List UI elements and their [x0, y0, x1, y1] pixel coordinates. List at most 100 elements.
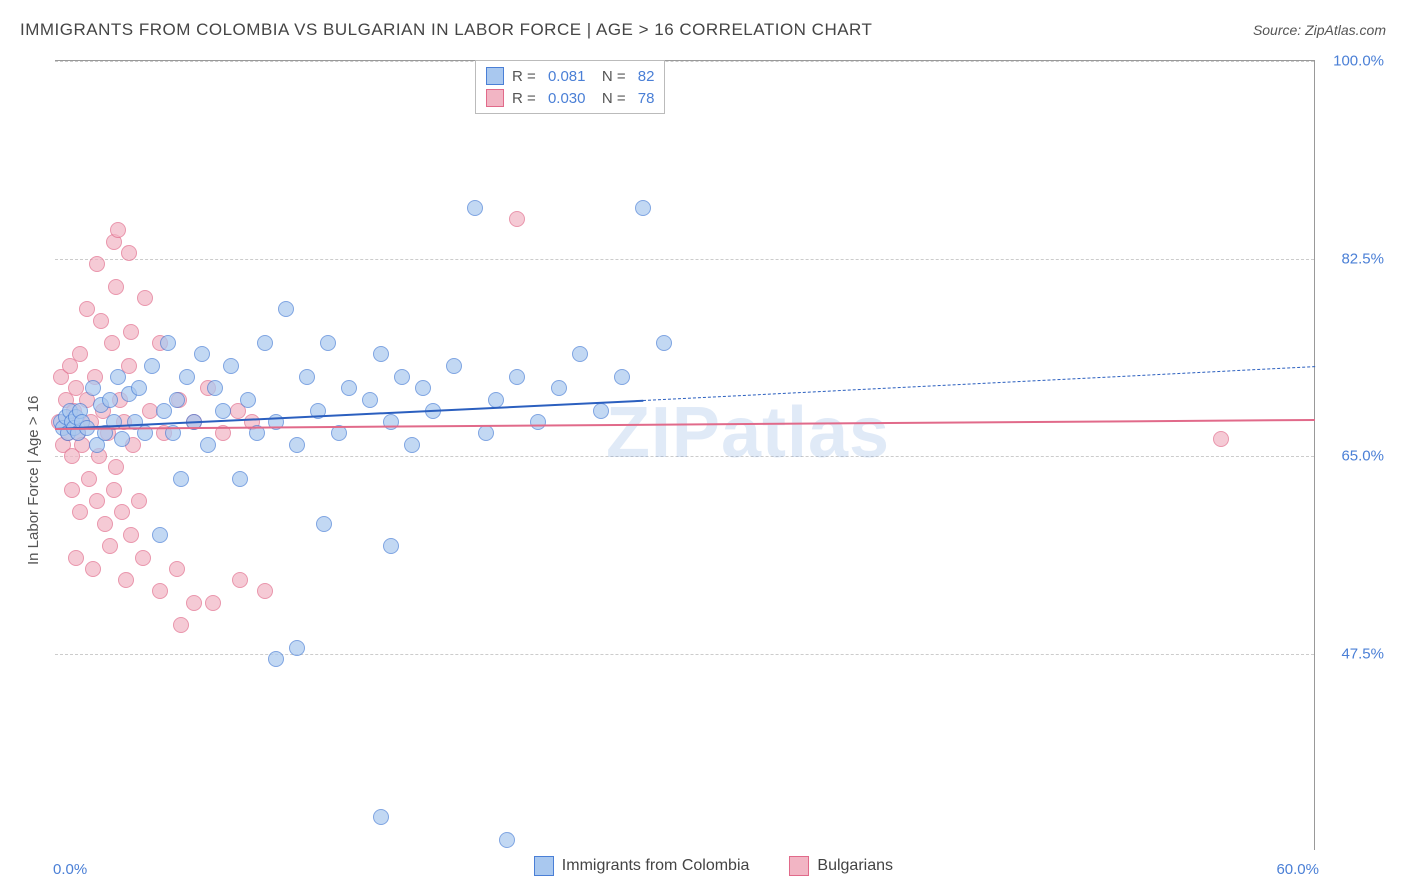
data-point-bulgaria [64, 482, 80, 498]
data-point-colombia [299, 369, 315, 385]
data-point-colombia [530, 414, 546, 430]
y-tick-label: 47.5% [1324, 645, 1384, 662]
data-point-colombia [362, 392, 378, 408]
data-point-colombia [194, 346, 210, 362]
gridline [55, 456, 1314, 457]
data-point-colombia [373, 809, 389, 825]
data-point-bulgaria [118, 572, 134, 588]
data-point-colombia [215, 403, 231, 419]
legend-n-label: N = [593, 90, 629, 107]
data-point-colombia [383, 414, 399, 430]
data-point-bulgaria [85, 561, 101, 577]
legend-swatch-colombia [534, 856, 554, 876]
data-point-colombia [316, 516, 332, 532]
data-point-colombia [572, 346, 588, 362]
data-point-colombia [223, 358, 239, 374]
data-point-colombia [179, 369, 195, 385]
data-point-bulgaria [123, 324, 139, 340]
legend-row-colombia: R = 0.081 N = 82 [486, 65, 654, 87]
trend-line [643, 366, 1315, 401]
data-point-colombia [257, 335, 273, 351]
data-point-bulgaria [81, 471, 97, 487]
data-point-colombia [173, 471, 189, 487]
data-point-bulgaria [89, 256, 105, 272]
data-point-bulgaria [72, 504, 88, 520]
gridline [55, 654, 1314, 655]
data-point-colombia [278, 301, 294, 317]
data-point-colombia [114, 431, 130, 447]
data-point-bulgaria [123, 527, 139, 543]
data-point-colombia [102, 392, 118, 408]
data-point-colombia [200, 437, 216, 453]
legend-r-value: 0.081 [548, 68, 586, 85]
data-point-bulgaria [121, 245, 137, 261]
data-point-colombia [268, 651, 284, 667]
data-point-colombia [110, 369, 126, 385]
x-tick-label: 60.0% [1276, 861, 1319, 878]
x-tick-label: 0.0% [53, 861, 87, 878]
data-point-colombia [656, 335, 672, 351]
data-point-bulgaria [110, 222, 126, 238]
data-point-colombia [499, 832, 515, 848]
data-point-bulgaria [114, 504, 130, 520]
data-point-bulgaria [232, 572, 248, 588]
data-point-colombia [509, 369, 525, 385]
data-point-bulgaria [205, 595, 221, 611]
data-point-bulgaria [108, 279, 124, 295]
data-point-colombia [383, 538, 399, 554]
data-point-colombia [614, 369, 630, 385]
data-point-colombia [85, 380, 101, 396]
data-point-bulgaria [1213, 431, 1229, 447]
plot-inner: 47.5%65.0%82.5%100.0%0.0%60.0%ZIPatlas [55, 61, 1314, 850]
data-point-colombia [593, 403, 609, 419]
data-point-bulgaria [135, 550, 151, 566]
legend-n-value: 82 [638, 68, 655, 85]
data-point-bulgaria [79, 301, 95, 317]
series-legend: Immigrants from ColombiaBulgarians [534, 856, 893, 876]
series-legend-label: Bulgarians [817, 857, 893, 875]
data-point-bulgaria [152, 583, 168, 599]
data-point-bulgaria [137, 290, 153, 306]
data-point-bulgaria [89, 493, 105, 509]
legend-r-label: R = [512, 68, 540, 85]
y-tick-label: 65.0% [1324, 448, 1384, 465]
data-point-colombia [156, 403, 172, 419]
data-point-bulgaria [257, 583, 273, 599]
gridline [55, 259, 1314, 260]
data-point-bulgaria [72, 346, 88, 362]
data-point-bulgaria [142, 403, 158, 419]
data-point-colombia [415, 380, 431, 396]
data-point-colombia [207, 380, 223, 396]
data-point-colombia [289, 437, 305, 453]
data-point-bulgaria [509, 211, 525, 227]
data-point-bulgaria [173, 617, 189, 633]
data-point-bulgaria [108, 459, 124, 475]
correlation-legend: R = 0.081 N = 82R = 0.030 N = 78 [475, 60, 665, 114]
data-point-colombia [341, 380, 357, 396]
legend-swatch-bulgaria [789, 856, 809, 876]
data-point-colombia [131, 380, 147, 396]
data-point-bulgaria [131, 493, 147, 509]
source-label: Source: ZipAtlas.com [1253, 22, 1386, 38]
data-point-bulgaria [93, 313, 109, 329]
data-point-colombia [635, 200, 651, 216]
chart-title: IMMIGRANTS FROM COLOMBIA VS BULGARIAN IN… [20, 20, 872, 40]
legend-r-value: 0.030 [548, 90, 586, 107]
data-point-colombia [404, 437, 420, 453]
y-axis-label: In Labor Force | Age > 16 [25, 396, 42, 565]
data-point-colombia [289, 640, 305, 656]
legend-n-label: N = [593, 68, 629, 85]
data-point-bulgaria [104, 335, 120, 351]
data-point-bulgaria [169, 561, 185, 577]
data-point-colombia [169, 392, 185, 408]
legend-r-label: R = [512, 90, 540, 107]
data-point-colombia [467, 200, 483, 216]
data-point-colombia [232, 471, 248, 487]
series-legend-item-bulgaria: Bulgarians [789, 856, 893, 876]
legend-row-bulgaria: R = 0.030 N = 78 [486, 87, 654, 109]
data-point-bulgaria [97, 516, 113, 532]
data-point-bulgaria [186, 595, 202, 611]
data-point-colombia [373, 346, 389, 362]
gridline [55, 61, 1314, 62]
data-point-colombia [144, 358, 160, 374]
